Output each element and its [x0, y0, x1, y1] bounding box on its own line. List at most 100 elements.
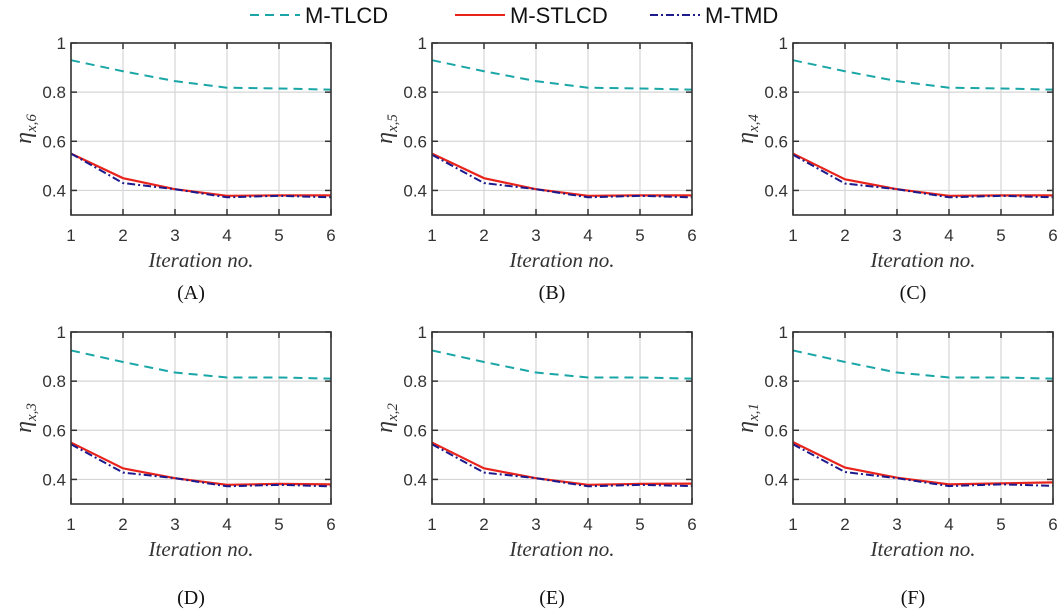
panel-label: (C) [900, 282, 927, 304]
x-tick-label: 4 [944, 515, 953, 534]
y-tick-label: 0.6 [764, 132, 788, 151]
series-line-m-tmd [70, 443, 332, 488]
x-tick-label: 1 [66, 515, 75, 534]
legend-item: M-TMD [650, 3, 778, 28]
x-tick-label: 2 [479, 226, 488, 245]
y-axis-label: ηx,6 [11, 114, 40, 144]
series-line-m-stlcd [792, 441, 1054, 486]
x-axis-label: Iteration no. [509, 537, 615, 561]
x-tick-label: 3 [170, 515, 179, 534]
y-tick-label: 1 [57, 34, 66, 53]
axes-box [431, 42, 693, 216]
x-tick-label: 2 [118, 226, 127, 245]
y-tick-label: 0.6 [42, 421, 66, 440]
y-axis-label: ηx,3 [11, 403, 40, 433]
y-label-sub: x,3 [24, 403, 40, 422]
panel-label: (D) [177, 587, 205, 609]
y-tick-label: 1 [779, 323, 788, 342]
x-tick-label: 1 [66, 226, 75, 245]
legend-label: M-STLCD [510, 3, 608, 28]
y-tick-label: 0.6 [403, 132, 427, 151]
subplot: 1 2 3 4 5 6 1 0.8 0.6 0.4 Iteration no. ηx,6 (A) [11, 34, 336, 304]
series-line-m-tlcd [431, 349, 693, 380]
subplot: 1 2 3 4 5 6 1 0.8 0.6 0.4 Iteration no. ηx,1 (F) [733, 323, 1058, 609]
y-tick-label: 0.4 [764, 181, 788, 200]
x-tick-label: 4 [583, 515, 592, 534]
x-tick-label: 3 [531, 226, 540, 245]
series-line-m-tmd [792, 443, 1054, 488]
x-tick-label: 1 [788, 226, 797, 245]
legend-item: M-STLCD [455, 3, 608, 28]
y-tick-label: 0.8 [764, 83, 788, 102]
series-line-m-stlcd [431, 441, 693, 486]
y-tick-label: 0.8 [403, 83, 427, 102]
series-line-m-tmd [431, 443, 693, 488]
series-line-m-tmd [792, 153, 1054, 199]
x-tick-label: 2 [118, 515, 127, 534]
x-tick-label: 4 [583, 226, 592, 245]
series-line-m-tlcd [431, 59, 693, 91]
series-line-m-stlcd [431, 152, 692, 197]
x-tick-label: 6 [326, 226, 335, 245]
legend-item: M-TLCD [250, 3, 388, 28]
x-tick-label: 1 [788, 515, 797, 534]
series-line-m-tmd [431, 153, 693, 199]
y-label-main: η [733, 132, 759, 144]
y-label-main: η [11, 132, 37, 144]
y-tick-label: 1 [418, 323, 427, 342]
y-tick-label: 0.4 [42, 181, 66, 200]
y-label-main: η [372, 421, 398, 433]
x-axis-label: Iteration no. [509, 248, 615, 272]
legend-label: M-TMD [705, 3, 778, 28]
x-axis-label: Iteration no. [148, 537, 254, 561]
y-tick-label: 0.8 [403, 372, 427, 391]
x-tick-label: 2 [840, 226, 849, 245]
x-tick-label: 3 [892, 515, 901, 534]
y-axis-label: ηx,4 [733, 114, 762, 144]
x-tick-label: 5 [274, 515, 283, 534]
series-line-m-tlcd [792, 349, 1054, 380]
y-tick-label: 1 [57, 323, 66, 342]
axes-box [792, 331, 1054, 505]
y-tick-label: 0.4 [42, 470, 66, 489]
series-line-m-tlcd [792, 59, 1054, 91]
y-tick-label: 0.4 [403, 181, 427, 200]
series-line-m-tmd [70, 152, 332, 199]
x-tick-label: 4 [222, 226, 231, 245]
axes-box [431, 331, 693, 505]
x-tick-label: 6 [1048, 515, 1057, 534]
y-tick-label: 0.8 [764, 372, 788, 391]
y-axis-label: ηx,1 [733, 403, 762, 433]
subplot: 1 2 3 4 5 6 1 0.8 0.6 0.4 Iteration no. ηx,4 (C) [733, 34, 1058, 304]
y-tick-label: 0.4 [403, 470, 427, 489]
x-tick-label: 1 [427, 515, 436, 534]
y-axis-label: ηx,5 [372, 114, 401, 144]
y-tick-label: 0.6 [403, 421, 427, 440]
subplot: 1 2 3 4 5 6 1 0.8 0.6 0.4 Iteration no. ηx,2 (E) [372, 323, 697, 609]
x-tick-label: 2 [840, 515, 849, 534]
x-axis-label: Iteration no. [148, 248, 254, 272]
x-tick-label: 3 [170, 226, 179, 245]
subplot: 1 2 3 4 5 6 1 0.8 0.6 0.4 Iteration no. ηx,3 (D) [11, 323, 336, 609]
series-line-m-stlcd [70, 441, 332, 486]
x-tick-label: 5 [635, 226, 644, 245]
series-line-m-tlcd [70, 59, 332, 91]
panel-label: (B) [539, 282, 566, 304]
x-tick-label: 2 [479, 515, 488, 534]
x-tick-label: 6 [1048, 226, 1057, 245]
y-label-sub: x,2 [385, 403, 401, 422]
x-tick-label: 5 [996, 515, 1005, 534]
x-tick-label: 4 [944, 226, 953, 245]
x-axis-label: Iteration no. [870, 248, 976, 272]
panel-label: (F) [901, 587, 925, 609]
y-label-sub: x,6 [24, 114, 40, 133]
x-tick-label: 1 [427, 226, 436, 245]
y-tick-label: 0.6 [42, 132, 66, 151]
y-label-main: η [733, 421, 759, 433]
x-tick-label: 3 [892, 226, 901, 245]
x-tick-label: 6 [326, 515, 335, 534]
x-tick-label: 5 [635, 515, 644, 534]
panel-label: (E) [539, 587, 565, 609]
